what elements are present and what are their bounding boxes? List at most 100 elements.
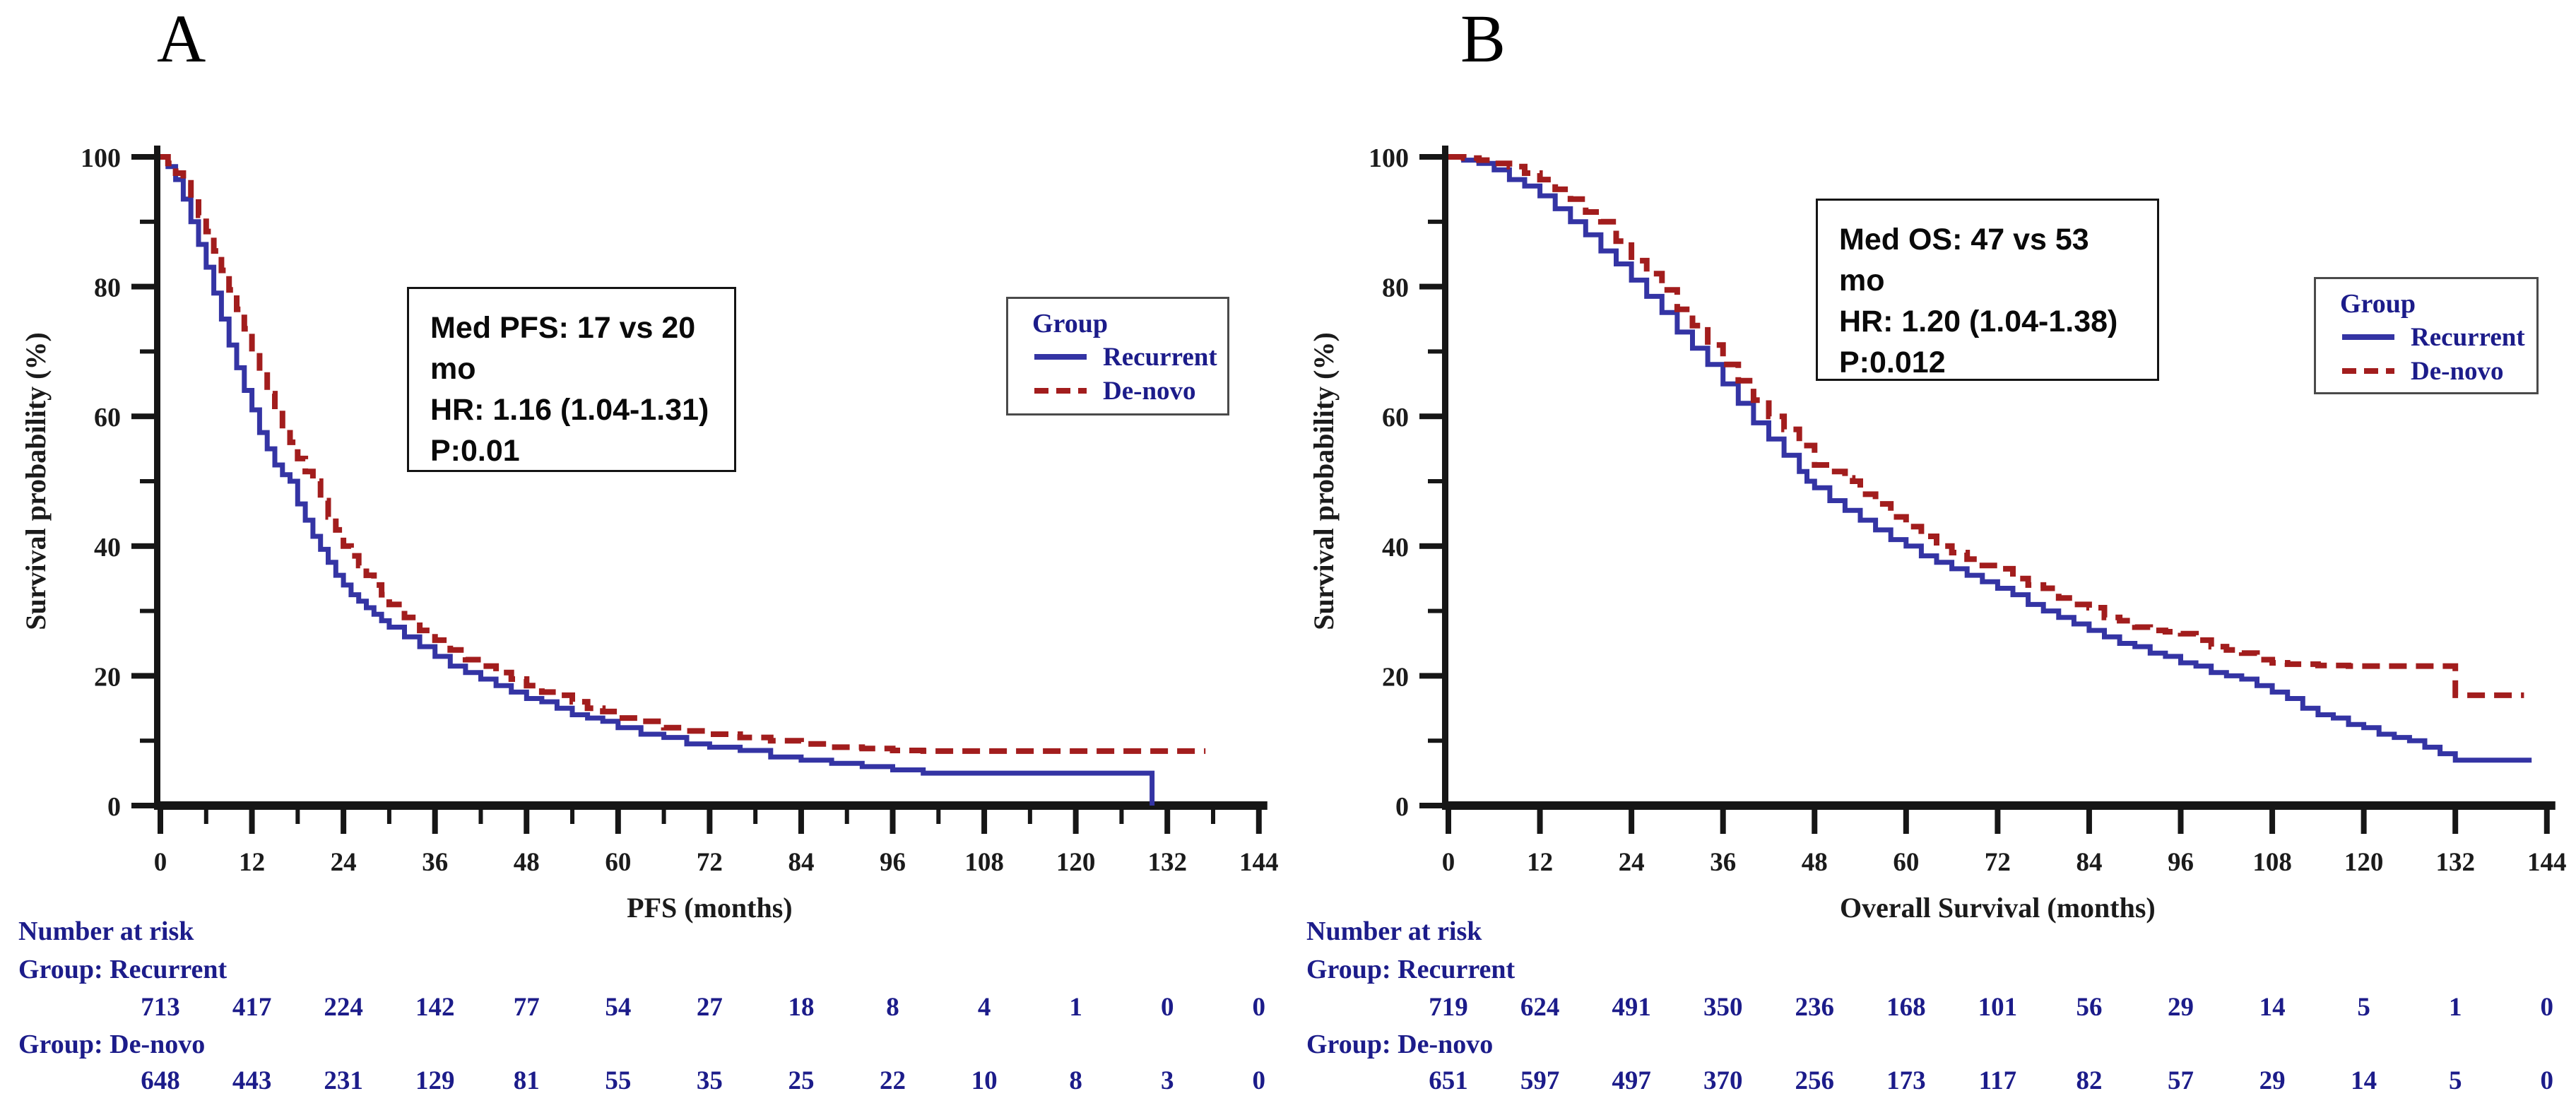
risk-count: 117 [1978, 1066, 2017, 1095]
x-tick [2269, 810, 2276, 834]
risk-table-header: Number at risk [18, 917, 194, 946]
x-tick [524, 810, 530, 834]
x-tick-label: 132 [2435, 848, 2475, 877]
x-axis-line [1442, 801, 2556, 810]
x-tick-label: 60 [605, 848, 631, 877]
y-tick-label: 20 [94, 662, 121, 692]
x-axis-title: Overall Survival (months) [1840, 892, 2156, 924]
risk-count: 5 [2357, 993, 2370, 1022]
y-tick [131, 803, 154, 808]
annotation-hr: HR: 1.16 (1.04-1.31) [430, 393, 709, 427]
x-tick [1164, 810, 1171, 834]
risk-count: 370 [1703, 1066, 1743, 1095]
legend-os: Group Recurrent De-novo [2314, 277, 2539, 394]
risk-count: 5 [2448, 1066, 2462, 1095]
x-tick-label: 84 [2076, 848, 2102, 877]
x-tick [341, 810, 347, 834]
x-tick [2361, 810, 2367, 834]
risk-count: 25 [788, 1066, 815, 1095]
annotation-pvalue: P:0.01 [430, 434, 520, 468]
risk-count: 0 [1160, 993, 1174, 1022]
x-tick [249, 810, 255, 834]
risk-count: 173 [1886, 1066, 1926, 1095]
y-tick-label: 20 [1382, 662, 1409, 692]
y-tick [140, 479, 154, 483]
risk-group-label-denovo: Group: De-novo [18, 1030, 206, 1059]
risk-count: 35 [696, 1066, 723, 1095]
panel-b: B 0 20 40 60 80 100 0 12 24 36 48 60 72 84 96 108 120 132… [1288, 0, 2576, 1096]
x-tick [2178, 810, 2184, 834]
x-tick [707, 810, 713, 834]
x-tick [1255, 810, 1262, 834]
y-tick-label: 40 [94, 533, 121, 562]
risk-count: 142 [415, 993, 455, 1022]
x-minor-tick [570, 810, 575, 824]
dashed-line-swatch-icon [1034, 388, 1087, 394]
y-axis-line [1442, 146, 1448, 810]
risk-count: 55 [605, 1066, 632, 1095]
risk-count: 27 [696, 993, 723, 1022]
x-minor-tick [478, 810, 483, 824]
x-tick-label: 84 [788, 848, 814, 877]
risk-group-label-denovo: Group: De-novo [1306, 1030, 1494, 1059]
risk-count: 224 [324, 993, 363, 1022]
legend-pfs: Group Recurrent De-novo [1006, 297, 1229, 416]
y-tick [1419, 673, 1442, 679]
risk-count: 624 [1520, 993, 1560, 1022]
y-tick [140, 349, 154, 354]
risk-count: 713 [141, 993, 180, 1022]
x-tick-label: 0 [154, 848, 167, 877]
x-tick-label: 132 [1147, 848, 1187, 877]
legend-item-label: De-novo [1103, 376, 1196, 406]
panel-a: A 0 20 40 60 80 100 0 12 24 36 48 60 72 84 96 108 120 132… [18, 1, 1279, 1095]
survival-curve-recurrent [1448, 154, 2532, 763]
risk-count: 8 [1069, 1066, 1082, 1095]
x-tick-label: 36 [1710, 848, 1736, 877]
risk-count: 18 [788, 993, 815, 1022]
y-tick-label: 0 [1395, 792, 1409, 822]
x-axis-line [154, 801, 1268, 810]
solid-line-swatch-icon [2342, 334, 2394, 340]
annotation-median: Med PFS: 17 vs 20 mo [430, 311, 696, 386]
x-minor-tick [1027, 810, 1032, 824]
x-tick-label: 144 [2527, 848, 2567, 877]
risk-count: 77 [513, 993, 540, 1022]
risk-count: 597 [1520, 1066, 1560, 1095]
y-axis-title: Survival probability (%) [1308, 332, 1340, 630]
annotation-box-os: Med OS: 47 vs 53 mo HR: 1.20 (1.04-1.38)… [1816, 199, 2159, 381]
y-tick [1419, 154, 1442, 160]
risk-count: 1 [2448, 993, 2462, 1022]
x-minor-tick [844, 810, 849, 824]
x-tick [1629, 810, 1635, 834]
risk-count: 14 [2351, 1066, 2377, 1095]
annotation-median: Med OS: 47 vs 53 mo [1839, 223, 2089, 297]
risk-count: 4 [977, 993, 991, 1022]
legend-item-label: Recurrent [2411, 322, 2525, 352]
risk-count: 168 [1886, 993, 1926, 1022]
risk-count: 22 [880, 1066, 906, 1095]
y-tick [131, 413, 154, 420]
x-minor-tick [936, 810, 941, 824]
x-tick-label: 120 [1056, 848, 1096, 877]
risk-count: 0 [2540, 993, 2554, 1022]
solid-line-swatch-icon [1034, 354, 1087, 360]
x-tick-label: 48 [1802, 848, 1828, 877]
risk-count: 0 [1252, 993, 1266, 1022]
y-axis-line [154, 146, 160, 810]
km-plot-os: 0 20 40 60 80 100 0 12 24 36 48 60 72 84 96 108 120 132 14… [1308, 143, 2567, 924]
legend-item-denovo: De-novo [2340, 354, 2531, 388]
risk-count: 10 [971, 1066, 998, 1095]
x-tick-label: 0 [1442, 848, 1455, 877]
y-tick-label: 80 [94, 273, 121, 303]
y-tick [131, 673, 154, 679]
legend-item-recurrent: Recurrent [1032, 340, 1222, 374]
legend-item-label: Recurrent [1103, 342, 1217, 372]
risk-count: 256 [1795, 1066, 1835, 1095]
x-tick [158, 810, 163, 834]
km-plot-pfs: 0 20 40 60 80 100 0 12 24 36 48 60 72 84 96 108 120 132 14… [20, 143, 1279, 924]
x-tick [2452, 810, 2459, 834]
y-tick [1419, 283, 1442, 290]
risk-count: 54 [605, 993, 632, 1022]
risk-count: 1 [1069, 993, 1082, 1022]
